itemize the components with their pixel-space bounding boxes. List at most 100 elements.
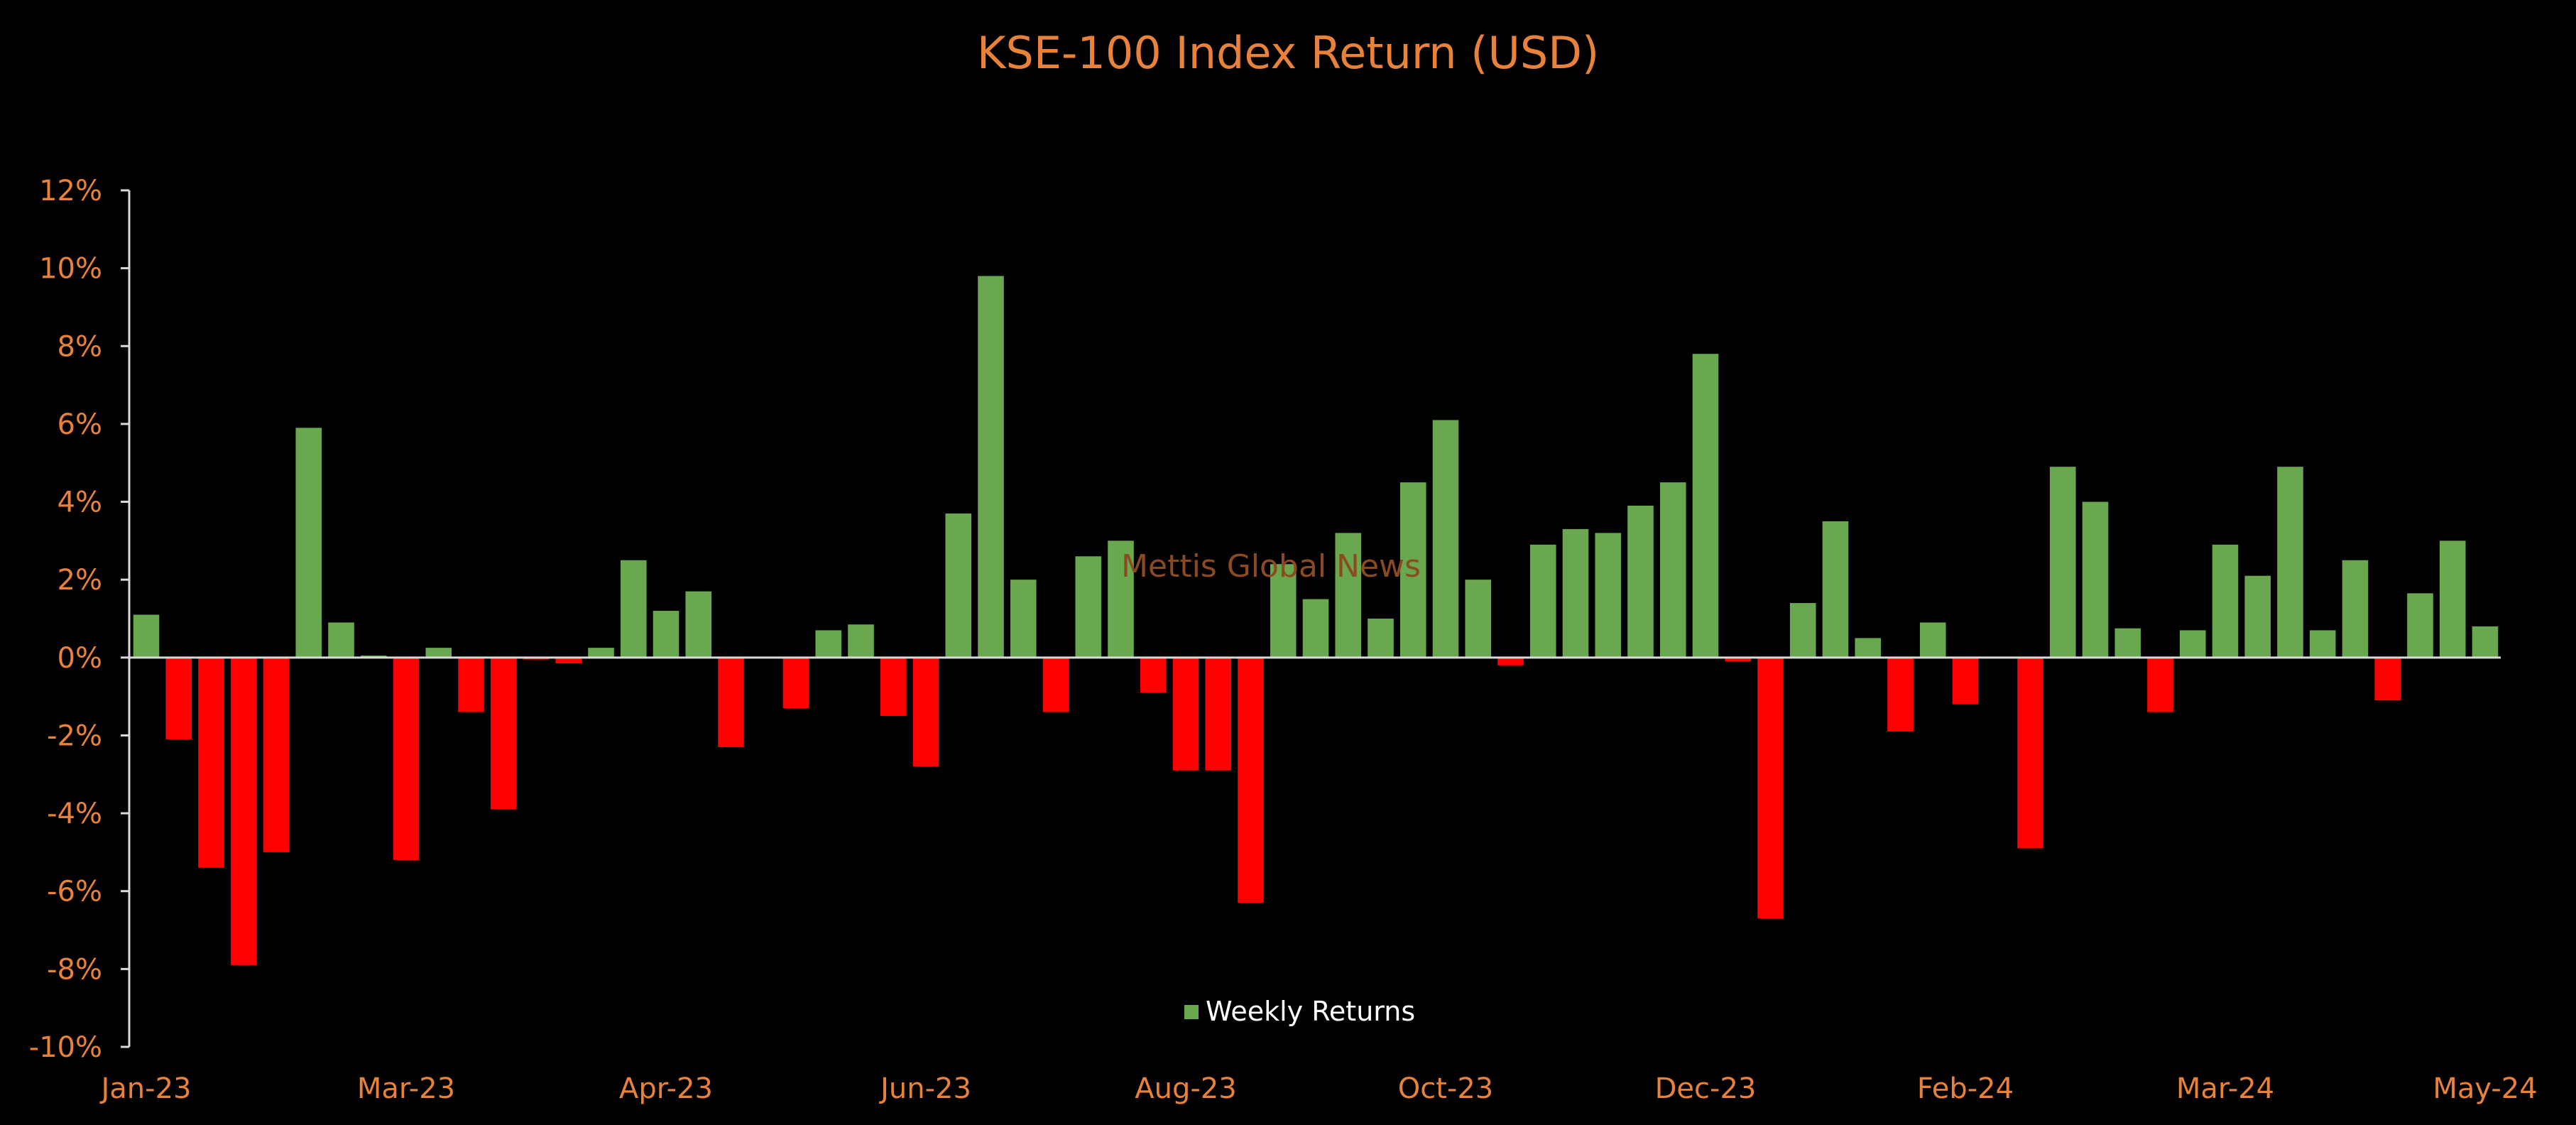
y-tick-label: 0% [58, 642, 102, 675]
bar [328, 622, 354, 658]
bar [978, 276, 1004, 658]
y-tick-label: 2% [58, 564, 102, 597]
bar [490, 657, 517, 810]
bar [1335, 533, 1362, 658]
bar [425, 648, 452, 658]
bar [2277, 467, 2303, 658]
bar [393, 657, 420, 860]
bar [718, 657, 744, 747]
bar [1822, 521, 1849, 658]
bar [1302, 599, 1329, 658]
bar [1627, 506, 1654, 658]
chart-title: KSE-100 Index Return (USD) [977, 27, 1599, 79]
bar [1432, 420, 1459, 658]
bar [2114, 628, 2141, 658]
bar [230, 657, 257, 965]
bar [2472, 626, 2499, 658]
bar [1595, 533, 1622, 658]
x-tick-label: Mar-23 [357, 1072, 455, 1105]
bar [1919, 622, 1946, 658]
bar [198, 657, 224, 868]
x-tick-label: Mar-24 [2176, 1072, 2274, 1105]
bar [912, 657, 939, 767]
x-tick-label: May-24 [2433, 1072, 2537, 1105]
y-tick-label: 10% [39, 253, 102, 286]
bar [1887, 657, 1914, 732]
y-tick-label: -2% [47, 719, 102, 752]
bar [165, 657, 192, 739]
bar [1042, 657, 1069, 712]
bar [782, 657, 809, 709]
x-tick-label: Oct-23 [1398, 1072, 1494, 1105]
bar [1692, 354, 1719, 658]
bar [1725, 657, 1752, 662]
bar [588, 648, 614, 658]
legend: Weekly Returns [1184, 996, 1415, 1027]
bar [133, 614, 160, 658]
bar [1108, 540, 1134, 658]
bar [815, 630, 842, 658]
bar [1562, 528, 1589, 658]
y-tick-label: -10% [29, 1031, 102, 1064]
y-tick-label: 8% [58, 330, 102, 363]
bar [1789, 603, 1816, 658]
x-tick-label: Jun-23 [878, 1072, 971, 1105]
bar [1497, 657, 1524, 665]
bar [685, 591, 712, 658]
bar [458, 657, 484, 712]
bar [1172, 657, 1199, 771]
y-axis: -10% -8% -6% -4% -2% 0% 2% 4% 6% 8% 10% 12% [29, 175, 131, 1064]
bar [2342, 560, 2369, 658]
bar [1399, 482, 1426, 658]
x-tick-label: Aug-23 [1135, 1072, 1236, 1105]
bar [1659, 482, 1686, 658]
bar [1270, 564, 1297, 658]
watermark-text: Mettis Global News [1121, 548, 1421, 585]
bar [295, 428, 322, 658]
bar [2309, 630, 2336, 658]
bar [2179, 630, 2206, 658]
legend-swatch [1184, 1005, 1199, 1019]
bar [880, 657, 907, 717]
legend-label: Weekly Returns [1206, 996, 1415, 1027]
bar [653, 611, 680, 658]
bar [1465, 580, 1492, 658]
bar [1238, 657, 1264, 903]
bar [2082, 501, 2109, 658]
bar [2374, 657, 2401, 701]
y-tick-label: 6% [58, 408, 102, 441]
bar [2212, 544, 2239, 658]
x-tick-label: Apr-23 [619, 1072, 713, 1105]
y-tick-label: -6% [47, 876, 102, 908]
bar [620, 560, 647, 658]
bar [1952, 657, 1979, 705]
y-tick-label: 12% [39, 175, 102, 207]
bar [2244, 575, 2271, 658]
bar-series [133, 276, 2499, 965]
y-tick-label: 4% [58, 487, 102, 519]
bar [555, 657, 582, 664]
x-tick-label: Dec-23 [1655, 1072, 1757, 1105]
bar [263, 657, 290, 852]
bar [2439, 540, 2466, 658]
bar [1010, 580, 1037, 658]
bar [945, 513, 972, 658]
y-tick-label: -8% [47, 953, 102, 986]
bar [2049, 467, 2076, 658]
bar [848, 624, 874, 658]
x-tick-label: Feb-24 [1917, 1072, 2014, 1105]
bar [1368, 619, 1394, 658]
bar [1855, 638, 1882, 658]
bar [2407, 593, 2433, 658]
bar [2147, 657, 2173, 712]
bar [1529, 544, 1556, 658]
bar [1075, 556, 1102, 658]
bar [2017, 657, 2043, 849]
x-axis: Jan-23 Mar-23 Apr-23 Jun-23 Aug-23 Oct-23 Dec-… [99, 1072, 2538, 1105]
x-tick-label: Jan-23 [99, 1072, 192, 1105]
bar [1140, 657, 1167, 693]
y-tick-label: -4% [47, 798, 102, 830]
bar [1757, 657, 1784, 919]
